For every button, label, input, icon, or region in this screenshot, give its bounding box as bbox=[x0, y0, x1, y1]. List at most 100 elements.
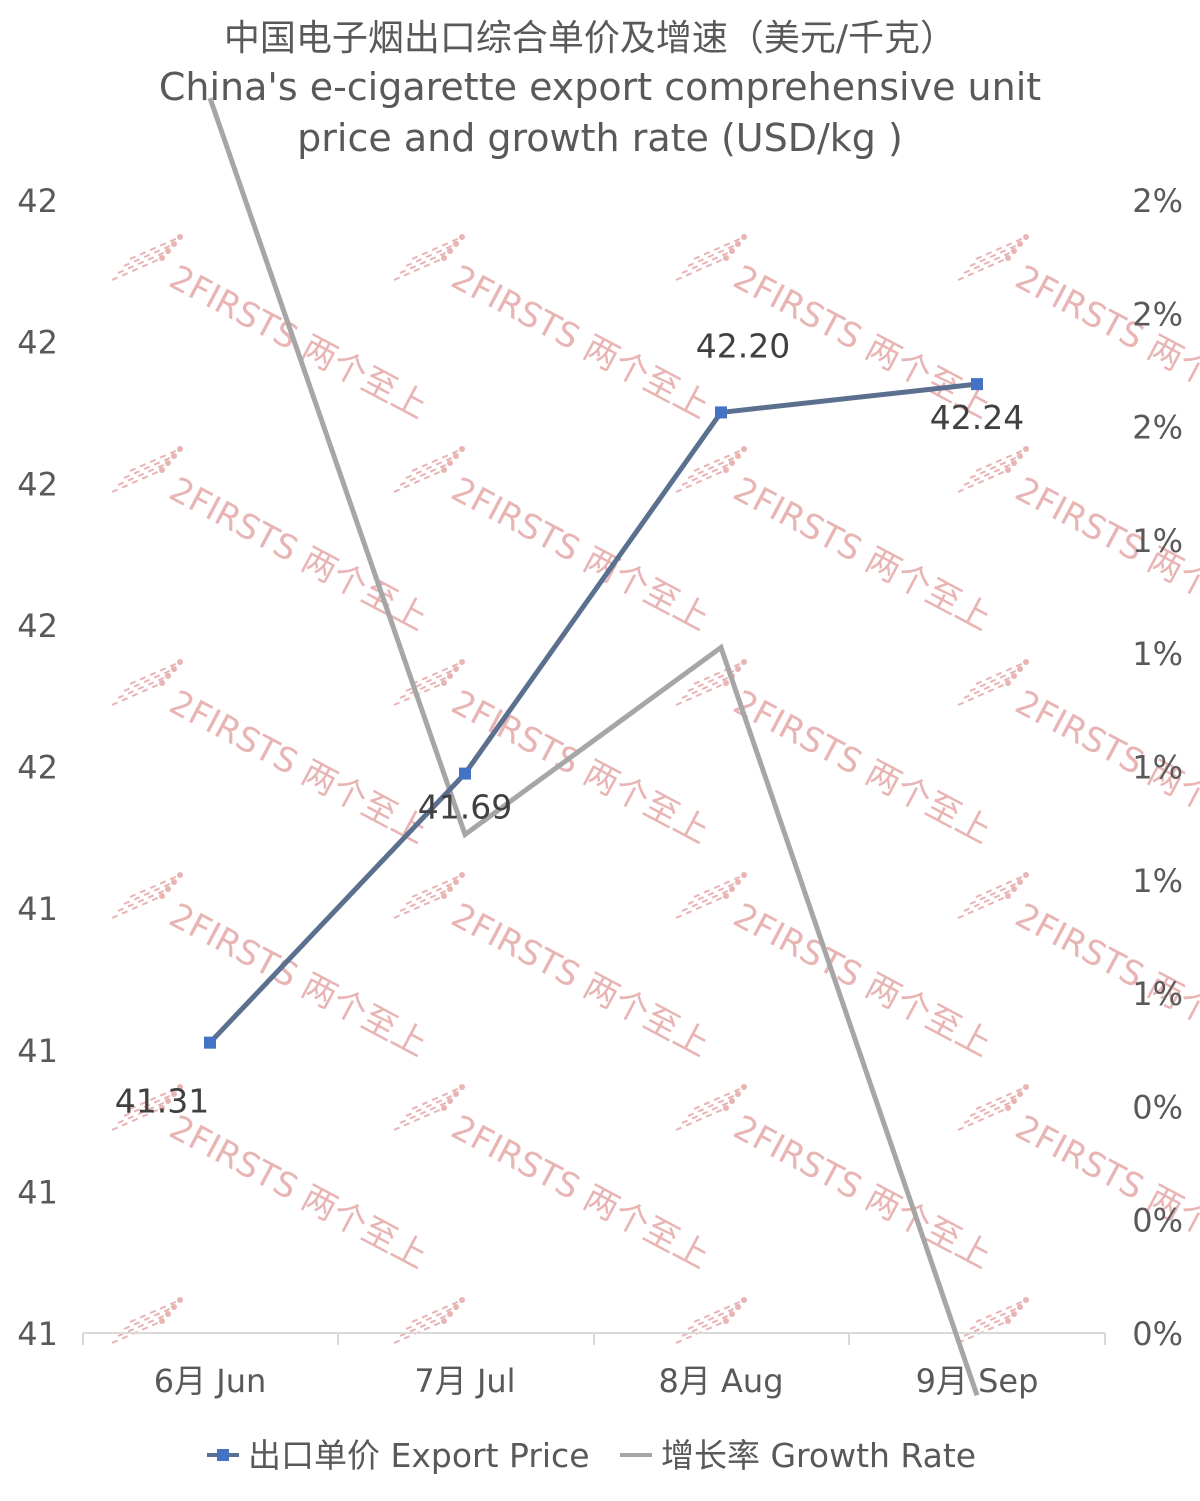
watermark-logo-stroke bbox=[975, 874, 1027, 898]
watermark-logo-stroke bbox=[405, 881, 457, 905]
right-tick-label: 1% bbox=[1132, 862, 1183, 900]
watermark-text: 2FIRSTS 两个至上 bbox=[1009, 1108, 1200, 1277]
watermark-logo-dot bbox=[165, 1311, 171, 1317]
watermark-logo-dot bbox=[459, 1297, 465, 1303]
watermark-logo-dot bbox=[735, 1304, 741, 1310]
watermark-text: 2FIRSTS 两个至上 bbox=[727, 1108, 998, 1277]
watermark-logo-stroke bbox=[693, 448, 745, 472]
watermark-logo-dot bbox=[1023, 234, 1029, 240]
watermark-logo-stroke bbox=[399, 675, 451, 699]
watermark-logo-stroke bbox=[123, 455, 175, 479]
watermark-logo-dot bbox=[1011, 248, 1017, 254]
watermark-logo-stroke bbox=[963, 888, 1015, 912]
watermark-logo-stroke bbox=[969, 881, 1021, 905]
watermark-logo-dot bbox=[1005, 467, 1011, 473]
watermark-text: 2FIRSTS 两个至上 bbox=[445, 683, 716, 852]
watermark-logo-stroke bbox=[963, 250, 1015, 274]
watermark-text: 2FIRSTS 两个至上 bbox=[163, 683, 434, 852]
watermark-logo-dot bbox=[447, 460, 453, 466]
watermark-text: 2FIRSTS 两个至上 bbox=[727, 896, 998, 1065]
watermark-logo-dot bbox=[723, 680, 729, 686]
legend: 出口单价 Export Price 增长率 Growth Rate bbox=[207, 1436, 976, 1475]
watermark-logo-stroke bbox=[123, 1306, 175, 1330]
watermark-logo-dot bbox=[729, 460, 735, 466]
watermark-logo-stroke bbox=[693, 874, 745, 898]
left-tick-label: 41 bbox=[17, 1315, 58, 1353]
export-price-data-label: 42.24 bbox=[930, 398, 1024, 437]
watermark-logo-dot bbox=[459, 234, 465, 240]
watermark-logo-dot bbox=[1023, 872, 1029, 878]
watermark-logo-stroke bbox=[117, 1313, 169, 1337]
watermark-logo-dot bbox=[723, 893, 729, 899]
watermark-logo-dot bbox=[459, 659, 465, 665]
watermark-logo-stroke bbox=[963, 1100, 1015, 1124]
watermark-logo-stroke bbox=[117, 462, 169, 486]
watermark-logo-stroke bbox=[111, 895, 163, 919]
watermark bbox=[957, 1297, 1029, 1344]
export-price-point bbox=[204, 1036, 216, 1049]
watermark-logo-dot bbox=[165, 886, 171, 892]
watermark-logo-stroke bbox=[969, 243, 1021, 267]
watermark-text: 2FIRSTS 两个至上 bbox=[445, 896, 716, 1065]
watermark-logo-stroke bbox=[393, 895, 445, 919]
watermark-logo-stroke bbox=[693, 1086, 745, 1110]
watermark-logo-dot bbox=[447, 886, 453, 892]
watermark-logo-dot bbox=[177, 1084, 183, 1090]
watermark-logo-stroke bbox=[111, 469, 163, 493]
watermark: 2FIRSTS 两个至上 bbox=[675, 1084, 998, 1277]
watermark-logo-dot bbox=[1011, 886, 1017, 892]
watermark-logo-stroke bbox=[969, 455, 1021, 479]
watermark-logo-stroke bbox=[957, 1107, 1009, 1131]
watermark-logo-stroke bbox=[693, 1299, 745, 1323]
watermark-logo-dot bbox=[165, 673, 171, 679]
right-tick-label: 1% bbox=[1132, 975, 1183, 1013]
series-export-price bbox=[204, 378, 983, 1049]
watermark-logo-dot bbox=[453, 453, 459, 459]
x-tick-label: 8月 Aug bbox=[658, 1362, 783, 1400]
watermark-logo-stroke bbox=[117, 250, 169, 274]
watermark-logo-dot bbox=[447, 1098, 453, 1104]
watermark-logo-dot bbox=[447, 248, 453, 254]
watermark-logo-stroke bbox=[963, 1313, 1015, 1337]
watermark-logo-stroke bbox=[975, 1086, 1027, 1110]
watermark-logo-stroke bbox=[129, 1299, 181, 1323]
watermark bbox=[675, 1297, 747, 1344]
watermark-logo-stroke bbox=[687, 881, 739, 905]
watermark-logo-dot bbox=[459, 872, 465, 878]
watermark-logo-dot bbox=[1017, 241, 1023, 247]
watermark-logo-stroke bbox=[411, 448, 463, 472]
watermark-logo-dot bbox=[177, 659, 183, 665]
export-price-point bbox=[459, 767, 471, 780]
watermark-logo-stroke bbox=[399, 1313, 451, 1337]
watermark-logo-stroke bbox=[117, 888, 169, 912]
watermark-logo-stroke bbox=[129, 874, 181, 898]
left-tick-label: 42 bbox=[17, 607, 58, 645]
watermark-logo-stroke bbox=[117, 1100, 169, 1124]
watermark-text: 2FIRSTS 两个至上 bbox=[727, 683, 998, 852]
watermark-logo-dot bbox=[735, 879, 741, 885]
watermark-logo-dot bbox=[741, 234, 747, 240]
watermark-logo-stroke bbox=[405, 1093, 457, 1117]
watermark-logo-dot bbox=[1023, 659, 1029, 665]
watermark-logo-stroke bbox=[675, 895, 727, 919]
export-price-data-label: 41.31 bbox=[115, 1082, 209, 1121]
watermark-logo-stroke bbox=[969, 668, 1021, 692]
watermark-text: 2FIRSTS 两个至上 bbox=[445, 1108, 716, 1277]
watermark-logo-dot bbox=[723, 1105, 729, 1111]
watermark-text: 2FIRSTS 两个至上 bbox=[1009, 258, 1200, 427]
watermark-logo-dot bbox=[159, 467, 165, 473]
left-axis: 42 42 42 42 42 41 41 41 41 bbox=[17, 182, 58, 1353]
watermark-logo-stroke bbox=[129, 1086, 181, 1110]
watermark-logo-stroke bbox=[123, 1093, 175, 1117]
watermark-logo-stroke bbox=[969, 1093, 1021, 1117]
chart-title-en-line2: price and growth rate (USD/kg ) bbox=[297, 116, 903, 160]
watermark-logo-dot bbox=[165, 460, 171, 466]
chart-title-zh: 中国电子烟出口综合单价及增速（美元/千克） bbox=[224, 18, 956, 59]
watermark-logo-stroke bbox=[117, 675, 169, 699]
watermark-logo-stroke bbox=[405, 243, 457, 267]
watermark-logo-dot bbox=[1011, 673, 1017, 679]
watermark-logo-dot bbox=[1005, 1318, 1011, 1324]
watermark-logo-dot bbox=[459, 1084, 465, 1090]
watermark-logo-dot bbox=[171, 453, 177, 459]
watermark-layer: 2FIRSTS 两个至上 2FIRSTS 两个至上 2FIRSTS 两个至上 2FIR… bbox=[111, 234, 1200, 1344]
